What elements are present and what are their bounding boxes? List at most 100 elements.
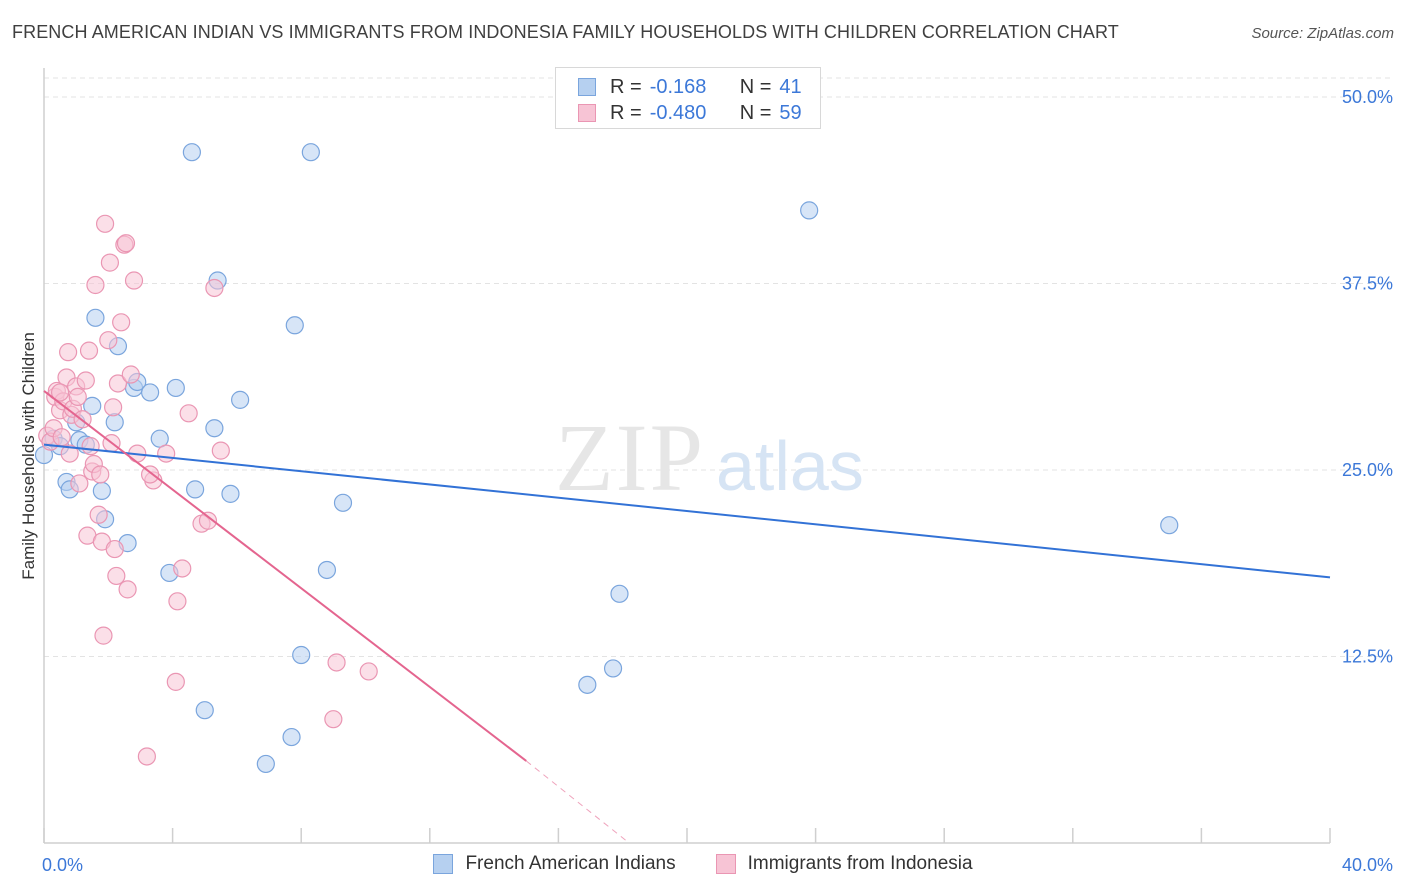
- point-immigrants-from-indonesia: [327, 653, 346, 672]
- pink-swatch: [578, 104, 596, 122]
- point-immigrants-from-indonesia: [166, 672, 185, 691]
- point-french-american-indians: [182, 143, 201, 162]
- watermark-zip: ZIP: [555, 404, 705, 511]
- trend-line-pink: [43, 390, 527, 762]
- r-value: -0.480: [649, 101, 707, 124]
- trend-line-pink-extension: [525, 760, 630, 844]
- point-french-american-indians: [86, 308, 105, 327]
- stats-box: R = -0.168 N = 41 R = -0.480 N = 59: [555, 67, 821, 129]
- trend-line-blue: [43, 443, 1331, 579]
- point-french-american-indians: [282, 727, 301, 747]
- point-french-american-indians: [105, 413, 124, 432]
- legend-swatch-pink: [715, 854, 736, 874]
- point-french-american-indians: [205, 419, 224, 438]
- point-immigrants-from-indonesia: [359, 662, 378, 681]
- point-immigrants-from-indonesia: [89, 505, 108, 524]
- point-immigrants-from-indonesia: [105, 539, 124, 559]
- point-immigrants-from-indonesia: [108, 374, 128, 393]
- r-label: R =: [610, 101, 642, 124]
- n-label: N =: [739, 101, 772, 124]
- point-immigrants-from-indonesia: [81, 437, 100, 456]
- point-immigrants-from-indonesia: [116, 234, 136, 253]
- chart-title: FRENCH AMERICAN INDIAN VS IMMIGRANTS FRO…: [12, 22, 1119, 42]
- y-tick-label: 37.5%: [1342, 274, 1393, 294]
- point-immigrants-from-indonesia: [60, 444, 79, 463]
- point-french-american-indians: [186, 480, 205, 499]
- n-label: N =: [739, 75, 772, 98]
- x-tick-label: 40.0%: [1342, 855, 1393, 875]
- point-immigrants-from-indonesia: [94, 626, 113, 645]
- point-immigrants-from-indonesia: [59, 343, 78, 362]
- point-immigrants-from-indonesia: [50, 383, 70, 402]
- grid-layer: [44, 77, 1394, 657]
- point-french-american-indians: [317, 560, 337, 580]
- point-immigrants-from-indonesia: [91, 465, 110, 484]
- watermark: ZIP atlas: [555, 404, 864, 511]
- point-french-american-indians: [166, 378, 185, 398]
- point-immigrants-from-indonesia: [52, 428, 71, 447]
- point-immigrants-from-indonesia: [179, 404, 198, 423]
- n-value: 59: [779, 101, 802, 124]
- point-french-american-indians: [301, 143, 320, 162]
- point-immigrants-from-indonesia: [157, 444, 176, 463]
- point-immigrants-from-indonesia: [137, 747, 156, 766]
- y-tick-label: 25.0%: [1342, 460, 1393, 480]
- point-immigrants-from-indonesia: [124, 271, 144, 290]
- point-french-american-indians: [256, 754, 275, 774]
- point-french-american-indians: [83, 396, 102, 415]
- point-immigrants-from-indonesia: [324, 710, 343, 729]
- point-immigrants-from-indonesia: [76, 371, 95, 390]
- point-french-american-indians: [610, 584, 629, 603]
- point-french-american-indians: [92, 481, 111, 500]
- points-layer: [34, 143, 1179, 774]
- legend-label: French American Indians: [465, 853, 676, 874]
- stats-row-blue: R = -0.168 N = 41: [578, 75, 802, 99]
- point-immigrants-from-indonesia: [205, 278, 224, 298]
- trend-layer: [43, 390, 1331, 844]
- point-immigrants-from-indonesia: [168, 592, 187, 611]
- point-french-american-indians: [800, 201, 819, 220]
- point-immigrants-from-indonesia: [112, 313, 131, 332]
- legend-item-french-american-indians: French American Indians: [433, 853, 676, 875]
- point-immigrants-from-indonesia: [173, 559, 192, 578]
- y-tick-label: 50.0%: [1342, 87, 1393, 107]
- point-french-american-indians: [221, 484, 240, 503]
- legend-label: Immigrants from Indonesia: [747, 853, 973, 874]
- watermark-atlas: atlas: [716, 427, 864, 505]
- point-immigrants-from-indonesia: [99, 331, 118, 350]
- point-french-american-indians: [333, 493, 353, 512]
- r-label: R =: [610, 75, 642, 98]
- point-immigrants-from-indonesia: [95, 214, 115, 233]
- y-tick-label: 12.5%: [1342, 647, 1393, 667]
- blue-swatch: [578, 78, 596, 96]
- tick-labels: 12.5% 25.0% 37.5% 50.0% 0.0% 40.0%: [42, 87, 1393, 875]
- point-immigrants-from-indonesia: [211, 441, 230, 460]
- stats-row-pink: R = -0.480 N = 59: [578, 101, 802, 125]
- n-value: 41: [779, 75, 802, 98]
- point-immigrants-from-indonesia: [198, 511, 218, 530]
- x-tick-label: 0.0%: [42, 855, 83, 875]
- y-axis-label: Family Households with Children: [19, 332, 38, 580]
- point-french-american-indians: [578, 675, 597, 694]
- point-french-american-indians: [195, 701, 214, 720]
- point-immigrants-from-indonesia: [107, 566, 126, 586]
- legend-swatch-blue: [433, 854, 454, 874]
- point-french-american-indians: [1160, 516, 1179, 535]
- legend-item-immigrants-from-indonesia: Immigrants from Indonesia: [715, 853, 973, 875]
- point-french-american-indians: [603, 659, 623, 678]
- point-french-american-indians: [292, 645, 311, 665]
- point-immigrants-from-indonesia: [121, 365, 140, 384]
- legend: French American Indians Immigrants from …: [0, 851, 1406, 877]
- point-french-american-indians: [231, 390, 250, 409]
- point-immigrants-from-indonesia: [104, 398, 123, 417]
- point-french-american-indians: [140, 383, 160, 402]
- point-immigrants-from-indonesia: [79, 341, 99, 360]
- point-immigrants-from-indonesia: [70, 474, 89, 493]
- point-immigrants-from-indonesia: [86, 275, 105, 295]
- point-immigrants-from-indonesia: [100, 253, 120, 272]
- point-immigrants-from-indonesia: [118, 580, 137, 599]
- point-french-american-indians: [285, 316, 304, 335]
- r-value: -0.168: [649, 75, 707, 98]
- source-label: Source: ZipAtlas.com: [1251, 25, 1394, 42]
